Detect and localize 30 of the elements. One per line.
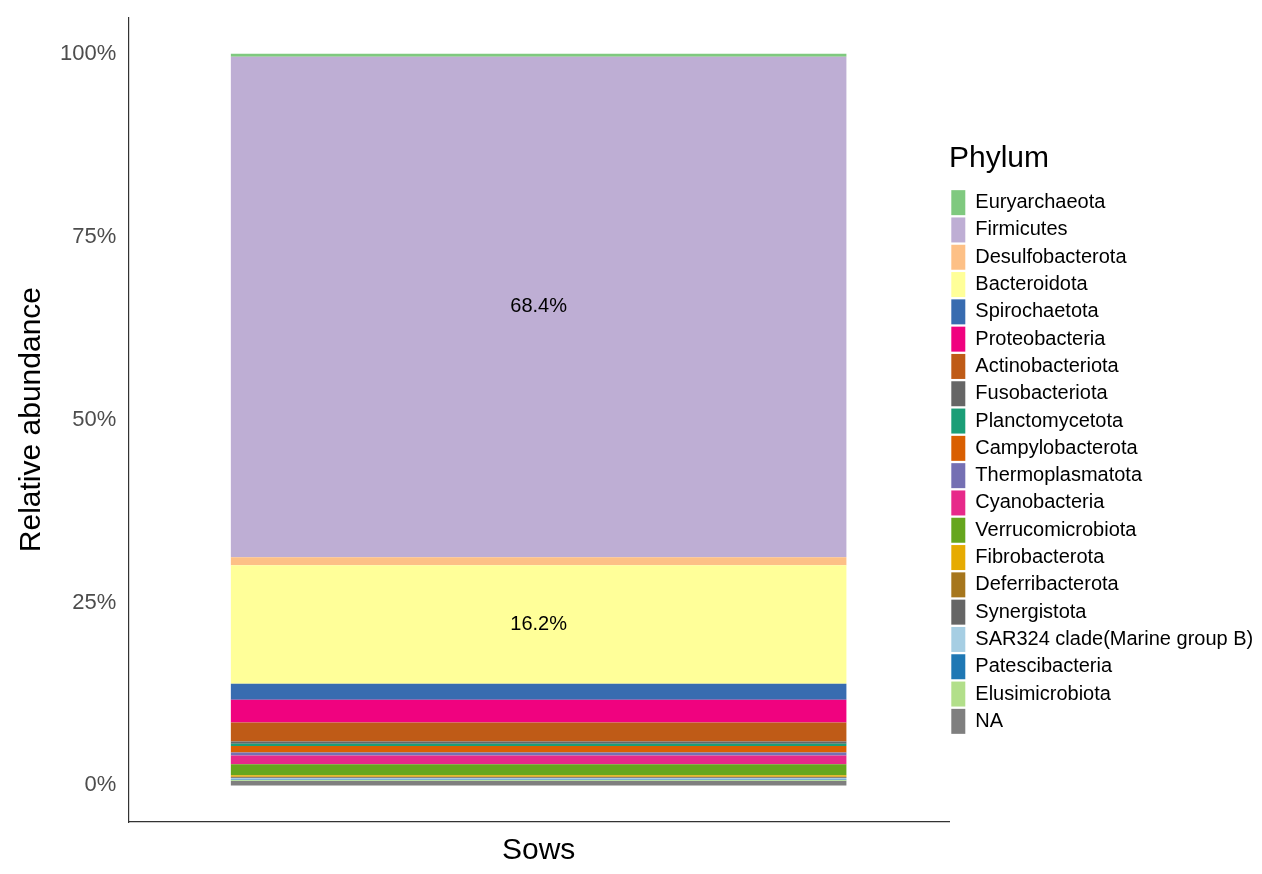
legend-label: Verrucomicrobiota	[975, 517, 1138, 540]
y-tick-label: 100%	[59, 39, 117, 65]
legend-label: Synergistota	[975, 599, 1088, 622]
legend-label: Fibrobacterota	[975, 545, 1106, 568]
y-tick-label: 25%	[72, 588, 117, 614]
legend-label: SAR324 clade(Marine group B)	[975, 626, 1254, 649]
legend-label: Planctomycetota	[975, 408, 1125, 431]
legend-label: Patescibacteria	[975, 654, 1113, 677]
legend-label: Proteobacteria	[975, 326, 1107, 349]
legend-label: Cyanobacteria	[975, 490, 1106, 513]
y-axis-title: Relative abundance	[13, 287, 47, 553]
legend-label: Actinobacteriota	[975, 353, 1120, 376]
legend-label: Elusimicrobiota	[975, 681, 1112, 704]
data-label: 68.4%	[510, 294, 568, 317]
legend-label: Desulfobacterota	[975, 244, 1128, 267]
y-tick-label: 0%	[84, 771, 117, 797]
data-label: 16.2%	[510, 611, 568, 634]
legend-label: Euryarchaeota	[975, 190, 1107, 213]
legend-label: Firmicutes	[975, 217, 1068, 240]
legend-label: Campylobacterota	[975, 435, 1139, 458]
legend-label: Deferribacterota	[975, 572, 1120, 595]
y-tick-label: 75%	[72, 222, 117, 248]
x-tick-label: Sows	[501, 832, 576, 866]
legend-label: NA	[975, 708, 1004, 731]
legend-label: Bacteroidota	[975, 272, 1089, 295]
legend-title: Phylum	[949, 140, 1050, 174]
legend-label: Spirochaetota	[975, 299, 1100, 322]
legend-label: Fusobacteriota	[975, 381, 1109, 404]
legend-label: Thermoplasmatota	[975, 463, 1143, 486]
y-tick-label: 50%	[72, 405, 117, 431]
